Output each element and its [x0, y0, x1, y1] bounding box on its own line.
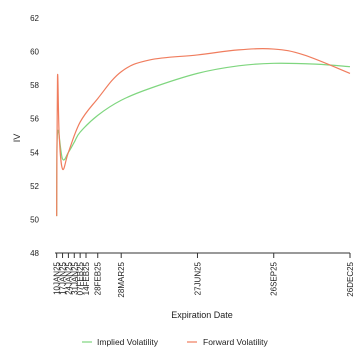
x-tick-label-26sep25: 26SEP25 — [270, 261, 279, 295]
x-tick-label-17jan25: 17JAN25 — [59, 261, 68, 294]
x-tick-label-10jan25: 10JAN25 — [53, 261, 62, 294]
y-axis-title: IV — [12, 134, 22, 143]
x-tick-label-28mar25: 28MAR25 — [117, 261, 126, 297]
x-tick-label-14feb25: 14FEB25 — [82, 261, 91, 295]
y-axis-ticks: 48 50 52 54 56 58 60 62 — [30, 14, 39, 258]
x-tick-label-26dec25: 26DEC25 — [346, 261, 355, 296]
y-tick-label-50: 50 — [30, 215, 39, 224]
series-line-implied-volatility — [56, 62, 351, 217]
y-tick-label-62: 62 — [30, 14, 39, 23]
legend-label-forward-volatility: Forward Volatility — [203, 337, 268, 347]
legend: Implied Volatility Forward Volatility — [82, 337, 268, 347]
x-axis-title: Expiration Date — [171, 310, 233, 320]
x-tick-label-24jan25: 24JAN25 — [64, 261, 73, 294]
y-tick-label-60: 60 — [30, 48, 39, 57]
x-axis: 10JAN2517JAN2524JAN2531JAN2507FEB2514FEB… — [53, 252, 355, 298]
y-tick-label-56: 56 — [30, 115, 39, 124]
y-tick-label-54: 54 — [30, 148, 39, 157]
y-tick-label-58: 58 — [30, 81, 39, 90]
legend-label-implied-volatility: Implied Volatility — [97, 337, 159, 347]
x-tick-label-07feb25: 07FEB25 — [76, 261, 85, 295]
x-tick-label-31jan25: 31JAN25 — [70, 261, 79, 294]
y-tick-label-48: 48 — [30, 249, 39, 258]
x-tick-label-28feb25: 28FEB25 — [94, 261, 103, 295]
x-tick-label-27jun25: 27JUN25 — [193, 261, 202, 295]
series-layer — [56, 48, 351, 217]
series-line-forward-volatility — [56, 48, 351, 217]
y-tick-label-52: 52 — [30, 182, 39, 191]
